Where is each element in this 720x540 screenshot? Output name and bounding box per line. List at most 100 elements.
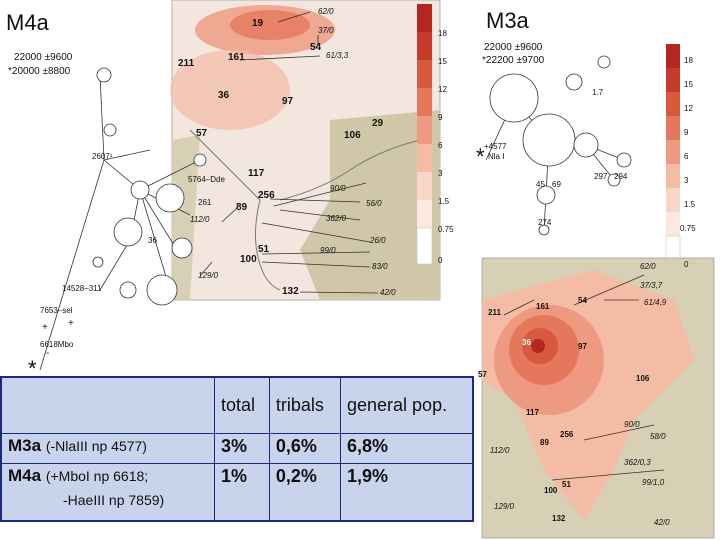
- map-number: 29: [372, 118, 384, 129]
- network-label: 6618Mbo: [40, 340, 74, 349]
- haplogroup-label: M3a: [8, 435, 42, 455]
- table-row: M3a (-NlaIII np 4577) 3% 0,6% 6,8%: [0, 432, 474, 464]
- tribals-cell: 0,6%: [268, 432, 342, 464]
- scale-label: 0: [438, 256, 443, 265]
- network-label: 7653–sel: [40, 306, 73, 315]
- table-header-cell: general pop.: [340, 376, 474, 434]
- side-label: 99/0: [320, 246, 336, 255]
- table-header-cell: tribals: [268, 376, 342, 434]
- side-label: 42/0: [380, 288, 396, 297]
- m4a-figure: [0, 0, 474, 376]
- scale-label: 3: [438, 169, 443, 178]
- scale-label: 3: [684, 176, 689, 185]
- m3a-age-estimate-alt: *22200 ±9700: [482, 55, 545, 66]
- map-number: 36: [218, 90, 230, 101]
- scale-label: 6: [438, 141, 443, 150]
- m3a-figure: [474, 0, 720, 540]
- network-label: Nla I: [488, 152, 505, 161]
- scale-label: 9: [438, 113, 443, 122]
- map-number: 57: [196, 128, 208, 139]
- scale-label: 9: [684, 128, 689, 137]
- table-row: M4a (+MboI np 6618; -HaeIII np 7859) 1% …: [0, 462, 474, 522]
- side-label: 83/0: [372, 262, 388, 271]
- m3a-network: [485, 55, 632, 236]
- scale-label: 1.5: [438, 197, 450, 206]
- side-label: 26/0: [370, 236, 386, 245]
- map-number: 54: [310, 42, 322, 53]
- map-number: 211: [178, 58, 195, 69]
- table-header-cell: total: [214, 376, 270, 434]
- m4a-age-estimate-alt: *20000 ±8800: [8, 66, 71, 77]
- map-number: 51: [258, 244, 270, 255]
- general-cell: 1,9%: [340, 462, 474, 522]
- haplogroup-label: M4a: [8, 465, 42, 485]
- network-label: 14528–311: [62, 284, 102, 293]
- scale-label: 18: [684, 56, 693, 65]
- side-label: 42/0: [654, 518, 670, 527]
- scale-label: 0.75: [438, 225, 454, 234]
- plus-sign: +: [68, 318, 74, 329]
- haplogroup-marker: (+MboI np 6618;: [45, 467, 149, 484]
- scale-label: 0.75: [680, 224, 696, 233]
- network-label: 45: [536, 180, 545, 189]
- network-label: 5764–Dde: [188, 175, 225, 184]
- map-number: 132: [552, 514, 566, 523]
- side-label: 99/1,0: [642, 478, 665, 487]
- m4a-network: [39, 67, 207, 371]
- total-cell: 3%: [214, 432, 270, 464]
- map-number: 54: [578, 296, 587, 305]
- side-label: 37/3,7: [640, 281, 663, 290]
- side-label: 362/0,3: [624, 458, 651, 467]
- total-cell: 1%: [214, 462, 270, 522]
- scale-label: 12: [684, 104, 693, 113]
- m3a-age-estimate: 22000 ±9600: [484, 42, 543, 53]
- m4a-title: M4a: [6, 10, 49, 35]
- table-header-row: total tribals general pop.: [0, 376, 474, 434]
- haplogroup-marker-cont: -HaeIII np 7859): [63, 491, 165, 508]
- map-number: 57: [478, 370, 487, 379]
- network-label: 69: [552, 180, 561, 189]
- map-number: 100: [544, 486, 558, 495]
- map-number: 106: [344, 130, 361, 141]
- map-number: 256: [258, 190, 275, 201]
- map-number: 89: [540, 438, 549, 447]
- plus-sign: +: [42, 322, 48, 333]
- m4a-age-estimate: 22000 ±9600: [14, 52, 73, 63]
- scale-label: 12: [438, 85, 447, 94]
- side-label: 62/0: [640, 262, 656, 271]
- scale-label: 6: [684, 152, 689, 161]
- side-label: 62/0: [318, 7, 334, 16]
- general-cell: 6,8%: [340, 432, 474, 464]
- side-label: 56/0: [366, 199, 382, 208]
- scale-label: 15: [438, 57, 447, 66]
- network-label: 274: [538, 218, 552, 227]
- map-number: 51: [562, 480, 571, 489]
- side-label: 58/0: [650, 432, 666, 441]
- side-label: 112/0: [490, 446, 510, 455]
- side-label: 61/4,9: [644, 298, 667, 307]
- map-number: 256: [560, 430, 574, 439]
- haplogroup-cell: M3a (-NlaIII np 4577): [0, 432, 215, 464]
- side-label: 129/0: [494, 502, 515, 511]
- root-star: *: [28, 356, 37, 381]
- root-star: *: [476, 144, 485, 169]
- map-number: 97: [578, 342, 587, 351]
- haplogroup-cell: M4a (+MboI np 6618; -HaeIII np 7859): [0, 462, 215, 522]
- map-number: 117: [526, 408, 539, 417]
- map-number: 89: [236, 202, 248, 213]
- side-label: 61/3,3: [326, 51, 349, 60]
- scale-label: 1.5: [684, 200, 696, 209]
- m4a-panel: M4a 22000 ±9600 *20000 ±8800 2607¹ 5764–…: [0, 0, 474, 381]
- network-label: 294: [614, 172, 628, 181]
- haplogroup-marker: (-NlaIII np 4577): [45, 437, 147, 454]
- network-label: 2607¹: [92, 152, 113, 161]
- side-label: 37/0: [318, 26, 334, 35]
- network-label: 261: [198, 198, 212, 207]
- network-label: 1.7: [592, 88, 604, 97]
- map-number: 19: [252, 18, 264, 29]
- m3a-color-scale: [665, 44, 681, 267]
- m3a-panel: M3a 22000 ±9600 *22200 ±9700 +4577 Nla I…: [474, 0, 720, 540]
- m4a-color-scale: [416, 4, 433, 265]
- scale-label: 0: [684, 260, 689, 269]
- side-label: 129/0: [198, 271, 219, 280]
